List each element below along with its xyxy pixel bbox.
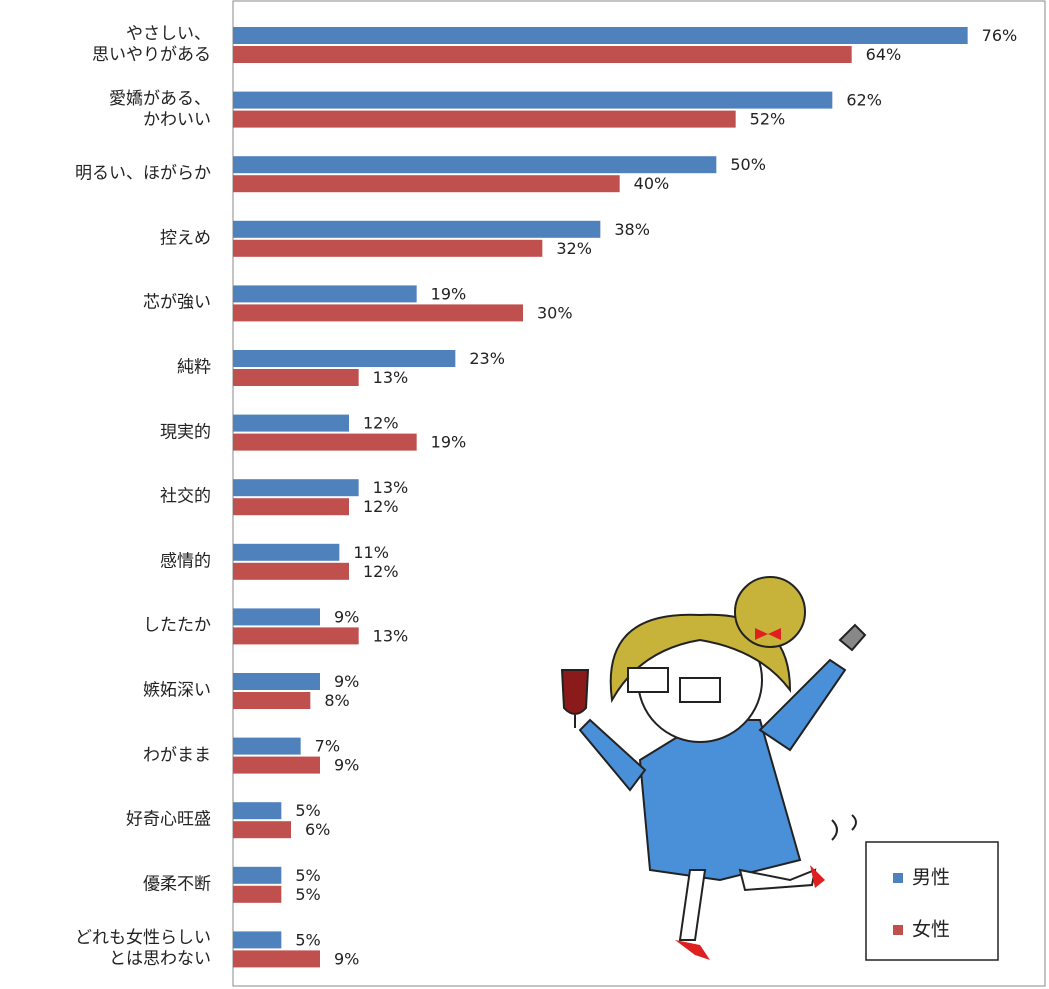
bar	[233, 285, 417, 303]
category-label: やさしい、 思いやりがある	[92, 24, 211, 65]
value-label: 5%	[295, 885, 320, 904]
value-label: 52%	[750, 110, 786, 129]
category-label: 優柔不断	[143, 874, 211, 895]
bar	[233, 692, 311, 709]
bar	[233, 479, 359, 497]
category-label: したたか	[143, 615, 211, 636]
bar	[233, 369, 359, 386]
bar	[233, 433, 417, 451]
value-label: 13%	[373, 368, 409, 387]
value-label: 40%	[634, 174, 670, 193]
category-label: 嫉妬深い	[143, 680, 211, 701]
value-label: 9%	[334, 949, 359, 968]
bar	[233, 304, 523, 322]
value-label: 6%	[305, 820, 330, 839]
bar	[233, 627, 359, 645]
value-label: 64%	[866, 45, 902, 64]
bar	[233, 821, 291, 839]
value-label: 13%	[373, 626, 409, 645]
value-label: 30%	[537, 303, 573, 322]
category-label: 感情的	[160, 551, 211, 572]
legend-swatch	[893, 873, 903, 883]
bar	[233, 673, 320, 690]
value-label: 5%	[295, 930, 320, 949]
value-label: 11%	[353, 543, 389, 562]
illustration	[560, 576, 867, 960]
value-label: 50%	[730, 155, 766, 174]
value-label: 13%	[373, 478, 409, 497]
value-label: 38%	[614, 220, 650, 239]
value-label: 23%	[469, 349, 505, 368]
legend-label: 女性	[912, 919, 950, 941]
value-label: 5%	[295, 866, 320, 885]
bar	[233, 110, 736, 128]
bar	[233, 156, 717, 174]
bar	[233, 931, 282, 949]
value-label: 9%	[334, 756, 359, 775]
category-label: どれも女性らしい とは思わない	[75, 928, 211, 970]
bar	[233, 350, 456, 367]
bar	[233, 27, 968, 44]
bar	[233, 239, 543, 257]
category-label: 社交的	[160, 486, 211, 507]
value-label: 9%	[334, 607, 359, 626]
category-label: 純粋	[177, 357, 211, 378]
bar	[233, 562, 349, 580]
value-label: 9%	[334, 672, 359, 691]
category-label: 現実的	[160, 422, 211, 443]
value-label: 12%	[363, 562, 399, 581]
category-label: 好奇心旺盛	[126, 809, 211, 830]
bar	[233, 498, 349, 516]
value-label: 19%	[431, 433, 467, 452]
bar	[233, 866, 282, 884]
bar	[233, 220, 601, 238]
value-label: 32%	[556, 239, 592, 258]
legend-label: 男性	[912, 867, 950, 889]
bar	[233, 802, 282, 820]
value-label: 8%	[324, 691, 349, 710]
bar	[233, 950, 320, 968]
bar	[233, 608, 320, 626]
category-label: 明るい、ほがらか	[75, 163, 211, 184]
bar	[233, 737, 301, 755]
category-label: 控えめ	[160, 228, 211, 249]
legend-swatch	[893, 925, 903, 935]
value-label: 12%	[363, 497, 399, 516]
value-label: 12%	[363, 414, 399, 433]
value-label: 7%	[315, 737, 340, 756]
bar	[233, 756, 320, 774]
legend-box	[865, 841, 999, 961]
bar	[233, 885, 282, 903]
value-label: 5%	[295, 801, 320, 820]
value-label: 76%	[982, 26, 1018, 45]
bar	[233, 414, 349, 432]
bar	[233, 91, 833, 109]
bar	[233, 543, 340, 561]
value-label: 62%	[846, 91, 882, 110]
bar	[233, 46, 852, 63]
category-label: 愛嬌がある、 かわいい	[109, 88, 211, 130]
category-label: わがまま	[143, 745, 211, 766]
category-label: 芯が強い	[143, 292, 211, 313]
bar	[233, 175, 620, 193]
value-label: 19%	[431, 284, 467, 303]
